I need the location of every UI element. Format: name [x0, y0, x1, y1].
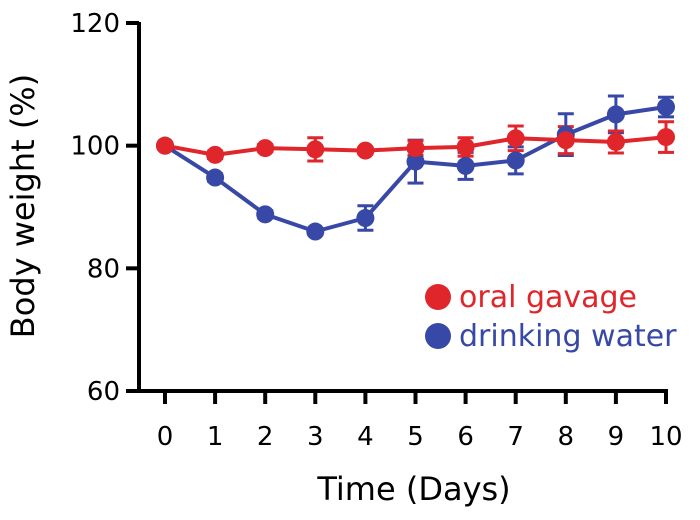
y-tick-label: 100 [70, 132, 120, 162]
data-point-oral-gavage [306, 140, 325, 159]
data-point-drinking-water [256, 205, 275, 224]
x-tick-label: 0 [157, 422, 174, 452]
data-point-oral-gavage [356, 141, 375, 160]
y-ticks: 60 80 100 120 [70, 9, 139, 407]
data-point-drinking-water [206, 168, 225, 187]
data-point-drinking-water [606, 105, 625, 124]
data-point-oral-gavage [506, 129, 525, 148]
legend-marker-oral-gavage [425, 284, 451, 310]
data-point-oral-gavage [156, 136, 174, 155]
legend: oral gavage drinking water [425, 280, 677, 354]
y-tick-label: 120 [70, 9, 120, 39]
x-tick-label: 3 [307, 422, 324, 452]
x-ticks: 0 1 2 3 4 5 6 7 8 9 10 [157, 391, 683, 452]
x-tick-label: 6 [457, 422, 474, 452]
data-point-oral-gavage [456, 137, 475, 156]
x-tick-label: 8 [558, 422, 575, 452]
data-point-oral-gavage [606, 132, 625, 151]
x-tick-label: 2 [257, 422, 274, 452]
legend-label-drinking-water: drinking water [459, 319, 677, 354]
y-axis-title: Body weight (%) [4, 74, 42, 338]
data-point-oral-gavage [556, 131, 575, 150]
x-tick-label: 7 [507, 422, 524, 452]
legend-marker-drinking-water [425, 323, 451, 349]
x-tick-label: 9 [608, 422, 625, 452]
data-point-drinking-water [456, 156, 475, 175]
data-point-drinking-water [406, 152, 425, 171]
data-point-oral-gavage [256, 139, 275, 158]
data-point-oral-gavage [206, 145, 225, 164]
data-point-oral-gavage [406, 139, 425, 158]
data-point-drinking-water [356, 209, 375, 228]
x-tick-label: 4 [357, 422, 374, 452]
y-tick-label: 80 [87, 254, 120, 284]
x-tick-label: 10 [649, 422, 682, 452]
x-tick-label: 1 [207, 422, 224, 452]
x-axis-title: Time (Days) [316, 470, 510, 508]
data-point-drinking-water [306, 222, 325, 241]
legend-label-oral-gavage: oral gavage [459, 280, 637, 315]
y-tick-label: 60 [87, 377, 120, 407]
data-point-drinking-water [657, 98, 675, 117]
markers-layer [156, 98, 675, 241]
data-point-oral-gavage [657, 128, 675, 147]
x-tick-label: 5 [407, 422, 424, 452]
data-point-drinking-water [506, 151, 525, 170]
